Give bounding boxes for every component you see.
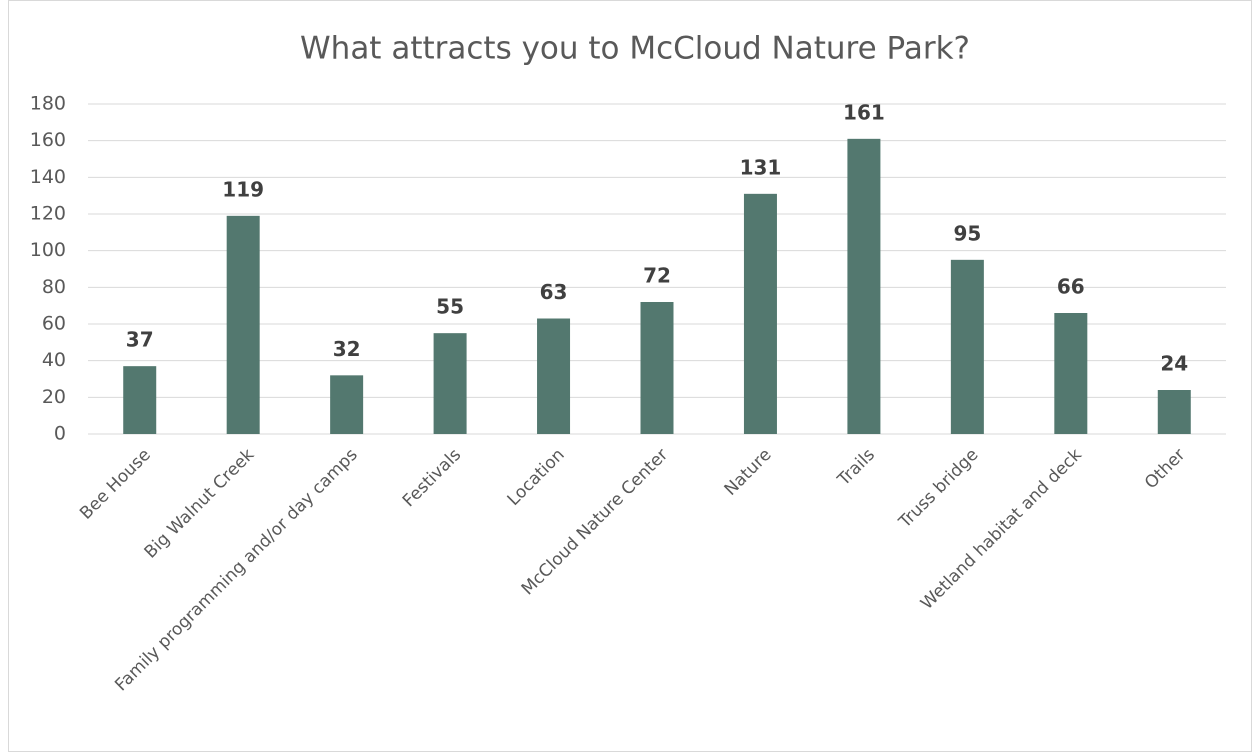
y-tick-label: 80 (42, 276, 66, 298)
data-label: 24 (1160, 352, 1188, 376)
y-tick-label: 160 (30, 129, 66, 151)
bar (433, 333, 467, 434)
data-label: 55 (436, 295, 464, 319)
bar (123, 366, 157, 434)
y-tick-label: 0 (54, 423, 66, 445)
y-tick-label: 140 (30, 166, 66, 188)
y-tick-label: 40 (42, 349, 66, 371)
chart-border (8, 0, 1252, 752)
bar (847, 138, 881, 435)
bar (640, 302, 674, 434)
bar (1157, 390, 1191, 434)
bar (330, 375, 364, 434)
y-tick-label: 180 (30, 93, 66, 115)
data-label: 72 (643, 264, 671, 288)
data-label: 95 (953, 221, 981, 245)
data-label: 131 (740, 155, 782, 179)
bar (226, 215, 260, 434)
y-tick-label: 20 (42, 386, 66, 408)
bar (950, 259, 984, 434)
y-tick-label: 120 (30, 203, 66, 225)
data-label: 66 (1057, 275, 1085, 299)
chart-title: What attracts you to McCloud Nature Park… (300, 31, 970, 67)
data-label: 32 (333, 337, 361, 361)
data-label: 161 (843, 100, 885, 124)
data-label: 37 (126, 328, 154, 352)
bar (1054, 313, 1088, 434)
bar (537, 318, 571, 434)
y-tick-label: 60 (42, 313, 66, 335)
y-tick-label: 100 (30, 239, 66, 261)
bar (743, 193, 777, 434)
data-label: 119 (222, 177, 264, 201)
data-label: 63 (540, 280, 568, 304)
